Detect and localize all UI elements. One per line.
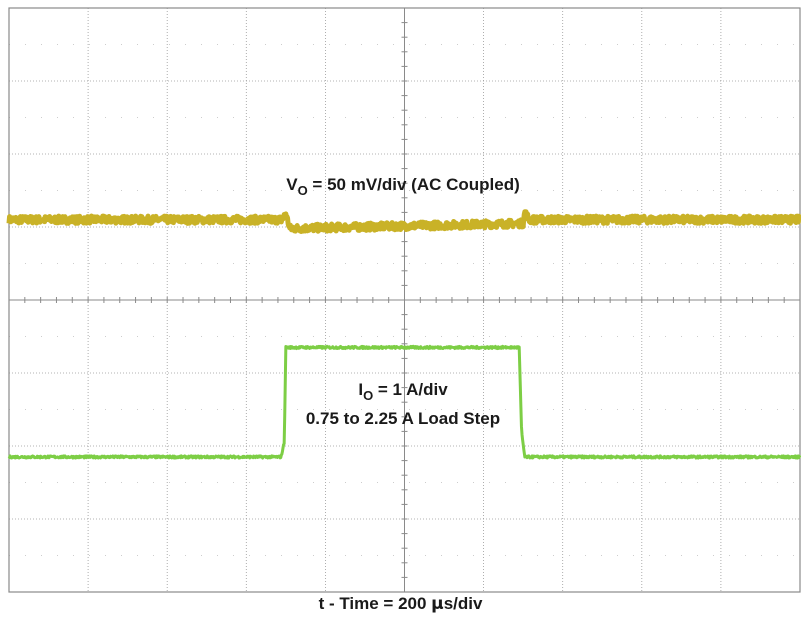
io-trace — [7, 344, 801, 460]
plot-frame — [8, 7, 801, 593]
annotations: VO = 50 mV/div (AC Coupled) IO = 1 A/div… — [286, 175, 520, 428]
traces — [6, 209, 801, 460]
vo-trace — [6, 209, 801, 234]
io-annotation: IO = 1 A/div — [358, 380, 448, 403]
x-axis-label: t - Time = 200 μs/div — [318, 594, 483, 614]
vo-annotation: VO = 50 mV/div (AC Coupled) — [286, 175, 520, 198]
io-load-step-annotation: 0.75 to 2.25 A Load Step — [306, 409, 500, 428]
graticule — [8, 7, 801, 593]
